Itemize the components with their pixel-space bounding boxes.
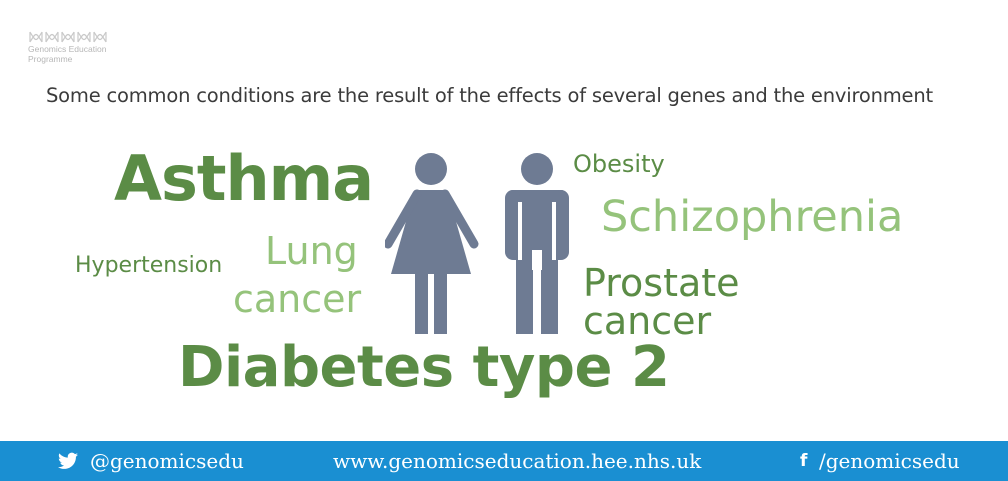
logo-line-2: Programme	[28, 54, 73, 64]
condition-prostate: Prostate	[583, 261, 740, 305]
condition-hypertension: Hypertension	[75, 253, 223, 278]
condition-schizophrenia: Schizophrenia	[601, 192, 904, 242]
twitter-handle[interactable]: @genomicsedu	[90, 449, 244, 473]
condition-lung-cancer: cancer	[233, 277, 362, 321]
dna-logo-icon	[29, 31, 107, 43]
footer-bar: @genomicsedu www.genomicseducation.hee.n…	[0, 441, 1008, 481]
genomics-education-logo: Genomics Education Programme	[28, 30, 148, 64]
condition-asthma: Asthma	[114, 142, 374, 215]
facebook-icon[interactable]: f	[800, 451, 808, 471]
people-figures	[385, 153, 569, 334]
condition-diabetes: Diabetes type 2	[178, 335, 670, 400]
website-link[interactable]: www.genomicseducation.hee.nhs.uk	[333, 449, 702, 473]
headline: Some common conditions are the result of…	[46, 84, 933, 107]
condition-obesity: Obesity	[573, 150, 665, 178]
logo-line-1: Genomics Education	[28, 44, 107, 54]
female-figure-icon	[385, 153, 479, 334]
twitter-icon[interactable]	[58, 452, 78, 470]
facebook-handle[interactable]: /genomicsedu	[819, 449, 960, 473]
male-figure-icon	[505, 153, 569, 334]
condition-lung: Lung	[265, 229, 358, 273]
condition-prostate-cancer: cancer	[583, 299, 712, 343]
